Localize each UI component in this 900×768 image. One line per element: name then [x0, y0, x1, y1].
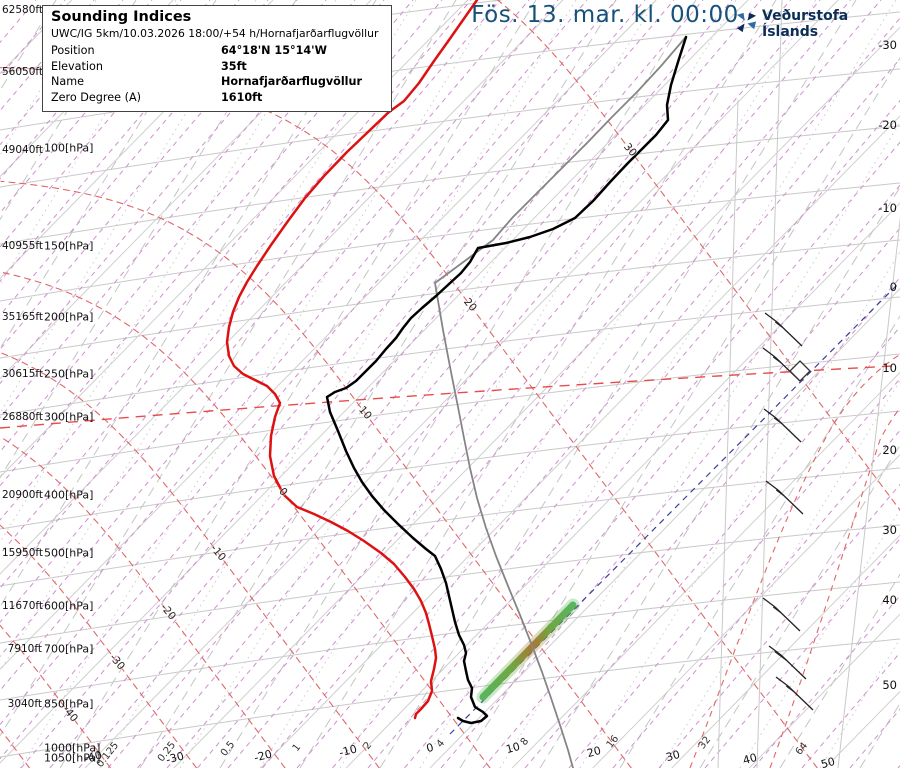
vertical-gray-lines	[717, 0, 900, 768]
info-row-value: 1610ft	[221, 90, 263, 104]
info-row: Elevation 35ft	[51, 59, 383, 75]
infobox-subtitle: UWC/IG 5km/10.03.2026 18:00/+54 h/Hornaf…	[51, 27, 379, 40]
info-row-value: Hornafjarðarflugvöllur	[221, 75, 362, 88]
zero-degree-line	[449, 283, 899, 735]
info-row-label: Elevation	[51, 59, 103, 73]
info-row-label: Position	[51, 44, 95, 57]
met-office-logo: Veðurstofa Íslands	[735, 8, 900, 40]
info-row-value: 35ft	[221, 59, 247, 73]
wind-barb-icon	[775, 676, 814, 711]
info-row: Position 64°18'N 15°14'W	[51, 43, 383, 59]
wind-barb-icon	[768, 645, 807, 680]
info-row-label: Zero Degree (A)	[51, 90, 141, 104]
parcel-curve	[434, 37, 686, 768]
logo-text: Veðurstofa Íslands	[762, 8, 849, 40]
info-row: Name Hornafjarðarflugvöllur	[51, 74, 383, 90]
zero-degree-highlight	[476, 598, 580, 704]
info-row: Zero Degree (A) 1610ft	[51, 90, 383, 106]
tropopause-diamond-icon	[789, 360, 811, 382]
tropopause-line	[0, 365, 894, 429]
wind-barb-icon	[764, 312, 803, 347]
temperature-curve	[325, 35, 688, 725]
chart-title: Fös. 13. mar. kl. 00:00	[471, 2, 739, 28]
compass-arrows-icon	[735, 11, 758, 38]
wind-barb-icon	[762, 597, 801, 632]
wind-barb-icon	[763, 408, 802, 443]
infobox-title: Sounding Indices	[51, 9, 192, 25]
infobox-rows: Position 64°18'N 15°14'W Elevation 35ft Name…	[51, 43, 383, 105]
dewpoint-curve	[225, 0, 479, 720]
wind-barb-icon	[765, 480, 804, 515]
info-row-value: 64°18'N 15°14'W	[221, 44, 327, 57]
info-row-label: Name	[51, 75, 85, 88]
sounding-indices-box: Sounding Indices UWC/IG 5km/10.03.2026 1…	[42, 5, 392, 112]
